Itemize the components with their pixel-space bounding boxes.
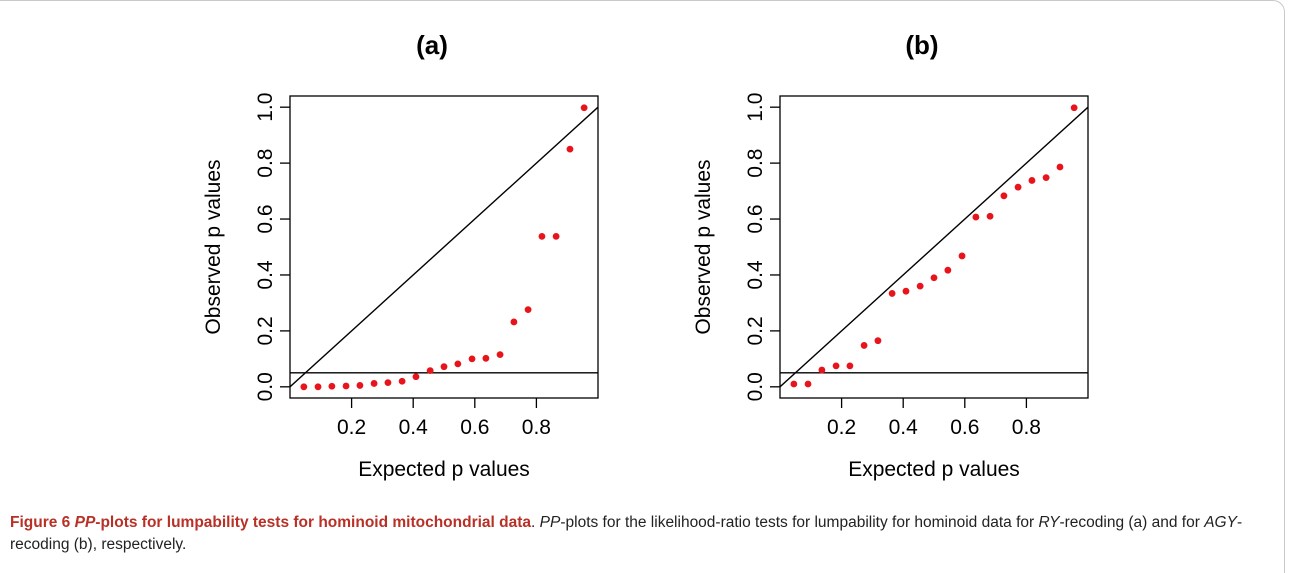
panel-a-y-tick-label: 0.4 [254, 260, 277, 290]
panel-b-label: (b) [905, 30, 938, 60]
panel-a-data-point [552, 232, 560, 240]
panel-b-data-point [1014, 183, 1022, 191]
panel-b-x-tick-label: 0.8 [1012, 416, 1041, 439]
panel-b-y-tick-label: 0.0 [744, 372, 767, 401]
panel-b-data-point [832, 362, 840, 370]
panel-b-y-axis-title: Observed p values [692, 159, 715, 334]
caption-ry: RY [1038, 514, 1060, 531]
panel-a-data-point [328, 382, 336, 390]
panel-b-y-tick-label: 0.8 [744, 149, 767, 178]
panel-a-y-tick-label: 1.0 [254, 93, 277, 122]
panel-b-plot-box [779, 95, 1089, 399]
figure-plots: (a) 0.2 0.4 0.6 0.8 0.0 0.2 0.4 0.6 0.8 1.0 Expecte… [202, 30, 1089, 481]
panel-b-data-point [888, 290, 896, 297]
panel-a-data-point [468, 355, 476, 363]
panel-b-x-tick-label: 0.2 [827, 416, 856, 439]
panel-b-data-point [804, 380, 812, 388]
caption-text-1: -plots for the likelihood-ratio tests fo… [560, 514, 1039, 531]
panel-b-identity-line [779, 106, 1089, 388]
panel-b-data-point [818, 366, 826, 374]
panel-b-data-point [972, 213, 980, 221]
panel-b-data-point [958, 252, 966, 260]
panel-a-data-point [440, 363, 448, 371]
panel-a-identity-line [289, 106, 599, 388]
panel-b-y-tick-label: 1.0 [744, 93, 767, 122]
panel-a-x-tick-label: 0.6 [460, 416, 489, 439]
panel-b-data-point [790, 380, 798, 388]
panel-a-x-axis-title: Expected p values [358, 458, 530, 481]
panel-a-data-point [538, 232, 546, 240]
panel-a-label: (a) [416, 30, 448, 60]
caption-figure-number: Figure 6 [10, 514, 75, 531]
panel-b-data-point [874, 337, 882, 345]
caption-lead-pp: PP [74, 514, 96, 531]
panel-a-x-tick-label: 0.4 [399, 416, 429, 439]
panel-b-data-point [860, 342, 868, 349]
panel-b-data-point [916, 282, 924, 290]
panel-b-data-point [1028, 177, 1036, 184]
panel-b-data-point [1042, 174, 1050, 182]
panel-a-x-tick-label: 0.2 [337, 416, 366, 439]
caption-pp: PP [539, 514, 561, 531]
panel-a-y-axis-title: Observed p values [202, 159, 225, 334]
panel-b-data-point [1056, 163, 1064, 171]
panel-a-data-point [426, 367, 434, 374]
panel-a-data-point [510, 318, 518, 326]
panel-a-data-point [454, 360, 462, 368]
panel-b-data-point [1070, 104, 1078, 112]
panel-b-y-tick-label: 0.2 [744, 316, 767, 345]
panel-a-plot-box [289, 95, 599, 399]
caption-text-2: -recoding (a) and for [1059, 514, 1205, 531]
figure-caption: Figure 6 PP-plots for lumpability tests … [10, 512, 1275, 556]
panel-b-data-point [944, 266, 952, 274]
panel-b-data-point [902, 287, 910, 295]
caption-text-3: -recoding (b), respectively. [10, 514, 1243, 553]
panel-a-data-point [496, 351, 504, 359]
caption-lead: Figure 6 PP-plots for lumpability tests … [10, 514, 531, 531]
panel-a-data-point [566, 145, 574, 153]
panel-b-data-point [930, 274, 938, 282]
panel-a-data-point [384, 379, 392, 387]
panel-a-x-tick-label: 0.8 [522, 416, 551, 439]
caption-agy: AGY [1204, 514, 1237, 531]
panel-a-y-tick-label: 0.6 [254, 204, 277, 233]
panel-b-y-tick-label: 0.6 [744, 204, 767, 233]
caption-title: -plots for lumpability tests for hominoi… [95, 514, 532, 531]
panel-a-data-point [370, 380, 378, 387]
panel-a-y-tick-label: 0.8 [254, 149, 277, 178]
panel-a-data-point [342, 382, 350, 390]
panel-b-y-tick-label: 0.4 [744, 260, 767, 290]
panel-b-data-point [986, 212, 994, 220]
panel-a-data-point [356, 382, 364, 389]
caption-dot: . [531, 514, 540, 531]
panel-b-data-point [846, 362, 854, 370]
panel-a-data-point [314, 383, 322, 391]
panel-a-data-point [524, 306, 532, 314]
panel-a-data-point [580, 104, 588, 112]
panel-a-y-tick-label: 0.0 [254, 372, 277, 401]
panel-b-x-tick-label: 0.4 [889, 416, 919, 439]
panel-a-data-point [398, 377, 406, 385]
panel-a-y-tick-label: 0.2 [254, 316, 277, 345]
panel-b-x-axis-title: Expected p values [848, 458, 1020, 481]
panel-a-data-point [482, 354, 490, 362]
panel-a-data-point [300, 383, 308, 391]
panel-a-data-point [412, 373, 420, 381]
panel-b-x-tick-label: 0.6 [950, 416, 979, 439]
panel-b-data-point [1000, 192, 1008, 200]
